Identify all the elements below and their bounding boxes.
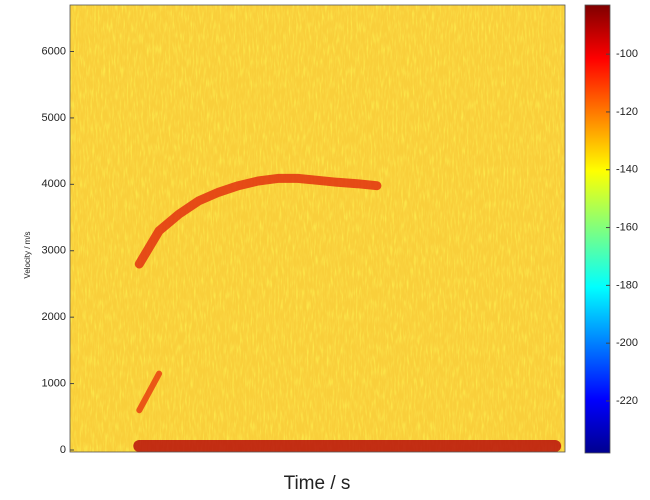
y-tick-label: 2000 — [42, 311, 66, 323]
colorbar-tick-label: -220 — [616, 395, 638, 407]
plot-area — [133, 173, 562, 452]
y-tick-label: 0 — [60, 444, 66, 456]
x-axis-label: Time / s — [284, 473, 351, 494]
plot-frame — [69, 4, 566, 453]
noise-texture — [70, 5, 565, 452]
ridge — [136, 370, 163, 414]
y-tick-label: 5000 — [42, 112, 66, 124]
y-tick-label: 3000 — [42, 245, 66, 257]
y-tick-label: 6000 — [42, 45, 66, 57]
colorbar-tick-label: -100 — [616, 48, 638, 60]
colorbar-tick-label: -140 — [616, 164, 638, 176]
ridge — [134, 173, 382, 269]
y-tick-label: 4000 — [42, 178, 66, 190]
colorbar-tick-label: -120 — [616, 106, 638, 118]
y-tick-label: 1000 — [42, 377, 66, 389]
colorbar-tick-label: -180 — [616, 279, 638, 291]
colorbar-tick-label: -160 — [616, 221, 638, 233]
colorbar-tick-label: -200 — [616, 337, 638, 349]
y-axis-label: Velocity / m/s — [23, 231, 32, 278]
colorbar — [584, 4, 611, 454]
